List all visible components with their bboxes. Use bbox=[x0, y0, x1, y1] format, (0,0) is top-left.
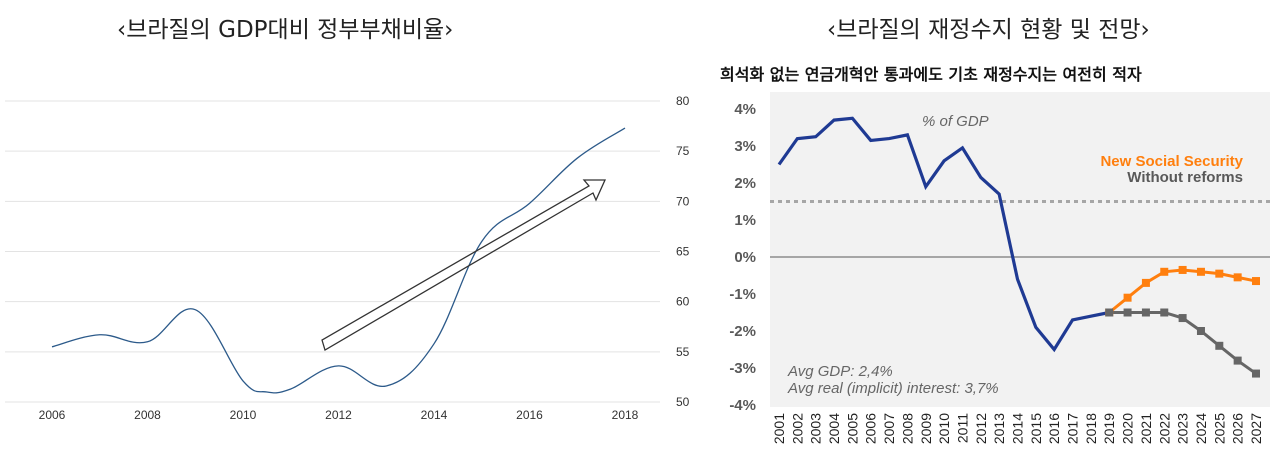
right-x-tick-label: 2027 bbox=[1248, 413, 1264, 444]
right-x-tick-label: 2005 bbox=[844, 413, 860, 444]
right-x-tick-label: 2020 bbox=[1120, 413, 1136, 444]
without-reforms-point bbox=[1160, 308, 1169, 317]
without-reforms-point bbox=[1123, 308, 1132, 317]
projection-markers bbox=[1105, 265, 1260, 378]
right-x-tick-label: 2022 bbox=[1156, 413, 1172, 444]
right-y-tick-label: -3% bbox=[729, 360, 756, 377]
left-chart-title: ‹브라질의 GDP대비 정부부채비율› bbox=[117, 17, 454, 43]
left-y-tick-label: 60 bbox=[676, 295, 690, 309]
legend-new-social-security: New Social Security bbox=[1100, 153, 1243, 170]
right-x-tick-label: 2006 bbox=[863, 413, 879, 444]
right-x-tick-label: 2008 bbox=[899, 413, 915, 444]
right-x-tick-label: 2013 bbox=[991, 413, 1007, 444]
left-y-tick-label: 50 bbox=[676, 395, 690, 409]
right-y-tick-label: -2% bbox=[729, 323, 756, 340]
right-x-tick-label: 2023 bbox=[1175, 413, 1191, 444]
new-social-security-point bbox=[1123, 293, 1132, 302]
without-reforms-point bbox=[1196, 327, 1205, 335]
left-y-tick-label: 75 bbox=[676, 144, 690, 158]
new-social-security-point bbox=[1233, 273, 1242, 282]
left-y-tick-label: 70 bbox=[676, 194, 690, 208]
left-x-tick-label: 2006 bbox=[39, 408, 66, 422]
left-y-tick-label: 80 bbox=[676, 94, 690, 108]
right-y-tick-label: 3% bbox=[734, 138, 756, 155]
right-x-tick-label: 2007 bbox=[881, 413, 897, 444]
right-x-tick-labels: 2001 2002 2003 2004 2005 2006 2007 2008 2009 2010… bbox=[771, 413, 1264, 444]
right-chart-subtitle: 희석화 없는 연금개혁안 통과에도 기초 재정수지는 여전히 적자 bbox=[720, 65, 1142, 84]
left-x-tick-label: 2016 bbox=[516, 408, 543, 422]
new-social-security-point bbox=[1252, 277, 1260, 286]
annotation-avg-gdp: Avg GDP: 2,4% bbox=[787, 363, 893, 380]
left-y-tick-label: 55 bbox=[676, 345, 690, 359]
historical-series-line bbox=[777, 116, 1110, 353]
right-x-tick-label: 2019 bbox=[1101, 413, 1117, 444]
right-x-tick-label: 2026 bbox=[1230, 413, 1246, 444]
right-x-tick-label: 2025 bbox=[1211, 413, 1227, 444]
left-x-tick-labels: 2006 2008 2010 2012 2014 2016 2018 bbox=[39, 408, 639, 422]
right-x-tick-label: 2002 bbox=[789, 413, 805, 444]
left-x-tick-label: 2018 bbox=[612, 408, 639, 422]
right-x-tick-label: 2018 bbox=[1083, 413, 1099, 444]
without-reforms-point bbox=[1252, 369, 1260, 378]
left-x-tick-label: 2012 bbox=[325, 408, 352, 422]
left-y-tick-labels: 50 55 60 65 70 75 80 bbox=[676, 94, 690, 409]
right-y-tick-label: 2% bbox=[734, 175, 756, 192]
right-x-tick-label: 2012 bbox=[973, 413, 989, 444]
new-social-security-point bbox=[1160, 267, 1169, 276]
new-social-security-point bbox=[1178, 265, 1187, 274]
left-x-tick-label: 2014 bbox=[421, 408, 448, 422]
right-x-tick-label: 2014 bbox=[1010, 413, 1026, 444]
right-x-tick-label: 2011 bbox=[954, 413, 970, 443]
right-y-tick-labels: 4% 3% 2% 1% 0% -1% -2% -3% -4% bbox=[729, 101, 756, 414]
debt-ratio-series-line bbox=[51, 127, 626, 394]
new-social-security-point bbox=[1141, 278, 1150, 287]
right-x-tick-label: 2017 bbox=[1065, 413, 1081, 444]
without-reforms-point bbox=[1233, 356, 1242, 365]
fiscal-balance-chart: 4%3%2%1%0%-1%-2%-3%-4% 2001 2002 2003 2004 2… bbox=[729, 92, 1270, 444]
right-chart-title: ‹브라질의 재정수지 현황 및 전망› bbox=[827, 17, 1150, 43]
right-x-tick-label: 2015 bbox=[1028, 413, 1044, 444]
trend-arrow bbox=[321, 179, 607, 351]
without-reforms-point bbox=[1215, 341, 1224, 350]
without-reforms-point bbox=[1141, 308, 1150, 317]
right-x-tick-label: 2016 bbox=[1046, 413, 1062, 444]
right-x-tick-label: 2001 bbox=[771, 413, 787, 444]
new-social-security-point bbox=[1196, 267, 1205, 276]
right-y-tick-label: -4% bbox=[729, 397, 756, 414]
new-social-security-point bbox=[1215, 269, 1224, 278]
left-gridlines bbox=[5, 100, 660, 403]
legend-without-reforms: Without reforms bbox=[1127, 169, 1243, 186]
unit-note: % of GDP bbox=[922, 113, 989, 130]
right-y-tick-label: -1% bbox=[729, 286, 756, 303]
without-reforms-point bbox=[1105, 308, 1114, 317]
right-y-tick-label: 1% bbox=[734, 212, 756, 229]
right-y-tick-label: 4% bbox=[734, 101, 756, 118]
right-x-tick-label: 2003 bbox=[808, 413, 824, 444]
plot-background bbox=[770, 92, 1270, 407]
right-x-tick-label: 2010 bbox=[936, 413, 952, 444]
without-reforms-point bbox=[1178, 314, 1187, 323]
left-x-tick-label: 2010 bbox=[230, 408, 257, 422]
annotation-avg-interest: Avg real (implicit) interest: 3,7% bbox=[787, 380, 999, 397]
right-x-tick-label: 2004 bbox=[826, 413, 842, 444]
right-y-tick-label: 0% bbox=[734, 249, 756, 266]
left-y-tick-label: 65 bbox=[676, 245, 690, 259]
right-x-tick-label: 2009 bbox=[918, 413, 934, 444]
right-x-tick-label: 2021 bbox=[1138, 413, 1154, 444]
right-x-tick-label: 2024 bbox=[1193, 413, 1209, 444]
left-x-tick-label: 2008 bbox=[134, 408, 161, 422]
